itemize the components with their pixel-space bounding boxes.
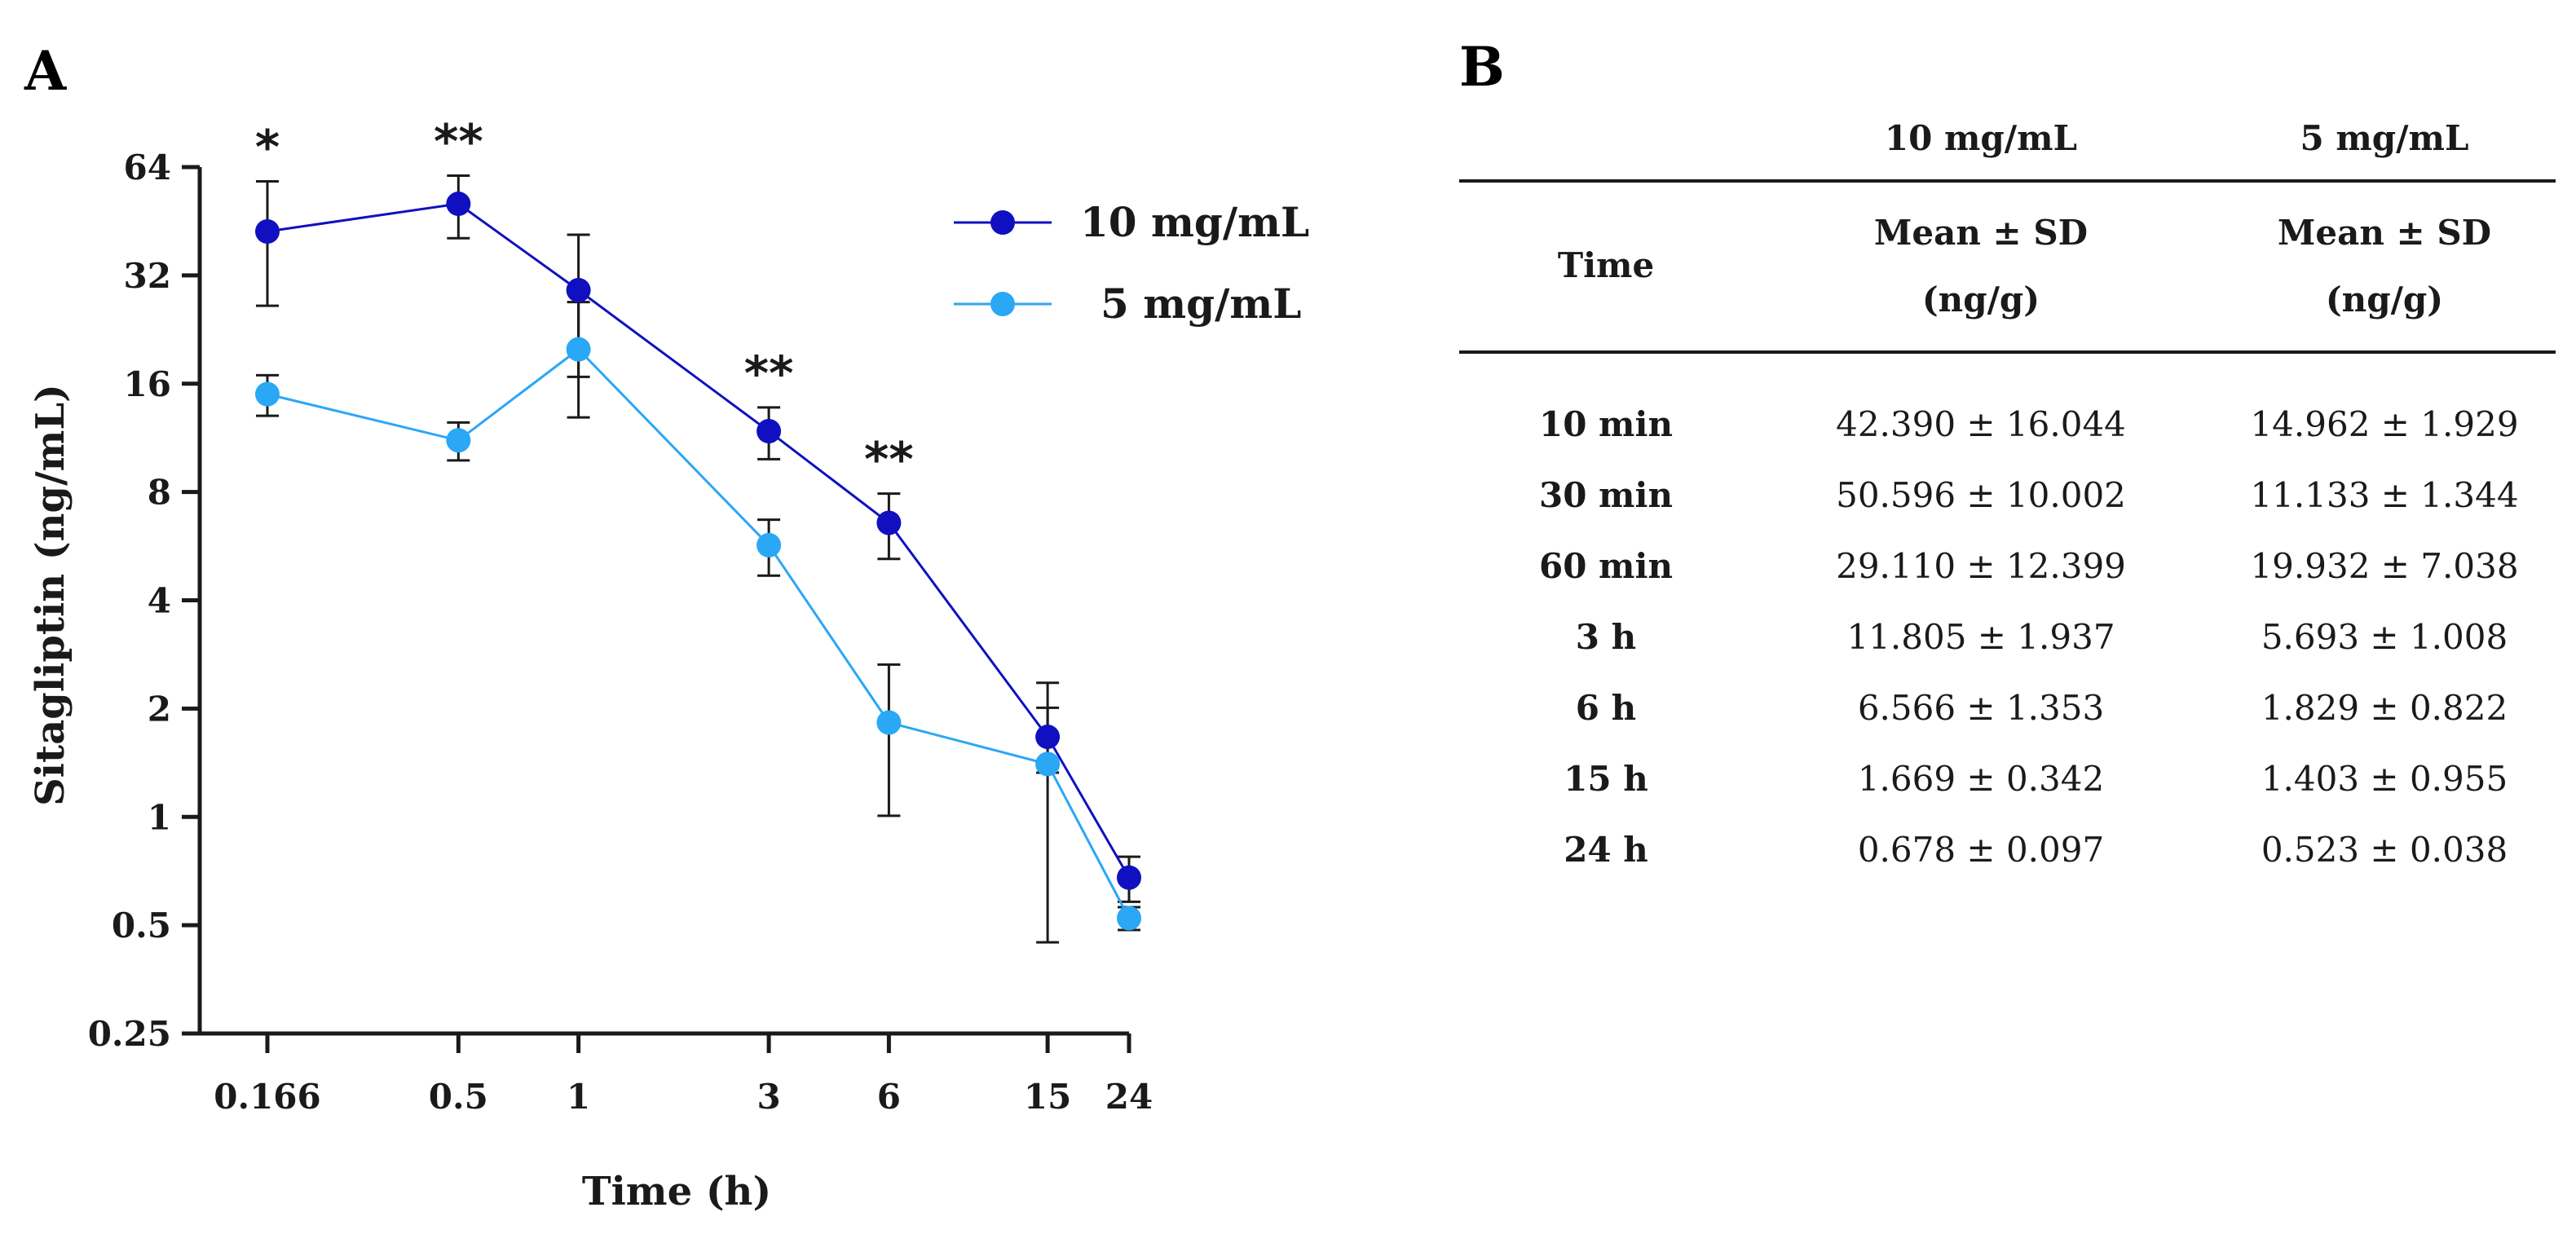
table-row: 30 min 50.596 ± 10.002 11.133 ± 1.344 [1539,475,2519,515]
y-tick-label: 0.25 [88,1014,171,1054]
series-5-point [566,337,591,362]
series-5-line [267,347,1131,919]
table-cell-10mg: 6.566 ± 1.353 [1858,688,2104,728]
series-10-point [1035,725,1061,750]
table-cell-time: 6 h [1576,688,1636,728]
panel-a-label: A [24,39,67,103]
x-axis-title: Time (h) [582,1169,771,1214]
series-10-point [446,192,471,217]
legend: 10 mg/mL 5 mg/mL [954,198,1309,328]
x-tick-label: 0.166 [214,1077,321,1117]
x-tick-label: 24 [1105,1077,1153,1117]
series-5-point [446,428,471,453]
table-cell-5mg: 11.133 ± 1.344 [2250,475,2518,515]
y-tick-label: 16 [124,364,171,404]
significance-marker: ** [864,432,914,487]
y-axis-title: Sitagliptin (ng/mL) [28,384,73,806]
series-10-point [566,278,591,303]
x-tick-label: 1 [567,1077,590,1117]
table-cell-time: 24 h [1564,830,1648,870]
series-10-point [255,218,280,244]
y-tick-label: 2 [148,689,171,729]
table-unit-header-10: (ng/g) [1922,280,2040,320]
table-group-header-10: 10 mg/mL [1885,118,2077,158]
significance-marker: * [255,119,280,174]
table-row: 15 h 1.669 ± 0.342 1.403 ± 0.955 [1564,759,2508,799]
table-row: 24 h 0.678 ± 0.097 0.523 ± 0.038 [1564,830,2508,870]
x-tick-label: 6 [877,1077,901,1117]
table-cell-10mg: 42.390 ± 16.044 [1836,404,2126,444]
y-tick-label: 0.5 [112,906,171,945]
series-5-point [876,710,902,735]
table-row: 6 h 6.566 ± 1.353 1.829 ± 0.822 [1576,688,2508,728]
table-row: 60 min 29.110 ± 12.399 19.932 ± 7.038 [1539,546,2519,586]
table-cell-5mg: 14.962 ± 1.929 [2250,404,2518,444]
y-tick-label: 32 [124,256,171,296]
summary-table: 10 mg/mL 5 mg/mL Time Mean ± SD (ng/g) M… [1459,118,2556,870]
table-cell-10mg: 0.678 ± 0.097 [1858,830,2104,870]
legend-label-5: 5 mg/mL [1101,280,1301,328]
y-tick-label: 4 [148,581,171,621]
table-cell-5mg: 19.932 ± 7.038 [2250,546,2518,586]
table-cell-time: 10 min [1539,404,1673,444]
x-tick-label: 0.5 [429,1077,488,1117]
y-tick-label: 64 [124,148,171,187]
table-cell-5mg: 1.829 ± 0.822 [2261,688,2508,728]
table-cell-10mg: 50.596 ± 10.002 [1836,475,2126,515]
significance-marker: ** [744,346,794,401]
series-10-point [756,419,782,444]
table-body: 10 min 42.390 ± 16.044 14.962 ± 1.929 30 mi… [1539,404,2519,870]
panel-b-label: B [1459,35,1505,99]
table-cell-5mg: 5.693 ± 1.008 [2261,617,2508,657]
series-5-point [756,532,782,558]
series-5-point [1035,751,1061,777]
table-cell-5mg: 0.523 ± 0.038 [2261,830,2508,870]
table-time-header: Time [1558,245,1654,285]
legend-marker-10 [990,210,1015,235]
table-group-header-5: 5 mg/mL [2300,118,2469,158]
table-stat-header-5: Mean ± SD [2278,213,2491,253]
significance-marker: ** [434,113,483,169]
table-cell-10mg: 29.110 ± 12.399 [1836,546,2126,586]
series-10-point [1117,865,1141,890]
table-cell-time: 60 min [1539,546,1673,586]
table-unit-header-5: (ng/g) [2326,280,2443,320]
y-tick-label: 8 [148,473,171,513]
legend-marker-5 [990,292,1015,316]
table-cell-time: 3 h [1576,617,1636,657]
table-cell-time: 30 min [1539,475,1673,515]
table-stat-header-10: Mean ± SD [1874,213,2088,253]
table-cell-5mg: 1.403 ± 0.955 [2261,759,2508,799]
y-tick-label: 1 [148,797,171,837]
table-row: 3 h 11.805 ± 1.937 5.693 ± 1.008 [1576,617,2508,657]
table-cell-10mg: 1.669 ± 0.342 [1858,759,2104,799]
table-cell-time: 15 h [1564,759,1648,799]
series-5-point [255,381,280,407]
table-row: 10 min 42.390 ± 16.044 14.962 ± 1.929 [1539,404,2519,444]
x-tick-label: 15 [1024,1077,1071,1117]
series-5-point [1117,906,1141,931]
series-10-point [876,510,902,535]
table-cell-10mg: 11.805 ± 1.937 [1846,617,2115,657]
x-tick-label: 3 [756,1077,780,1117]
legend-label-10: 10 mg/mL [1080,198,1309,246]
